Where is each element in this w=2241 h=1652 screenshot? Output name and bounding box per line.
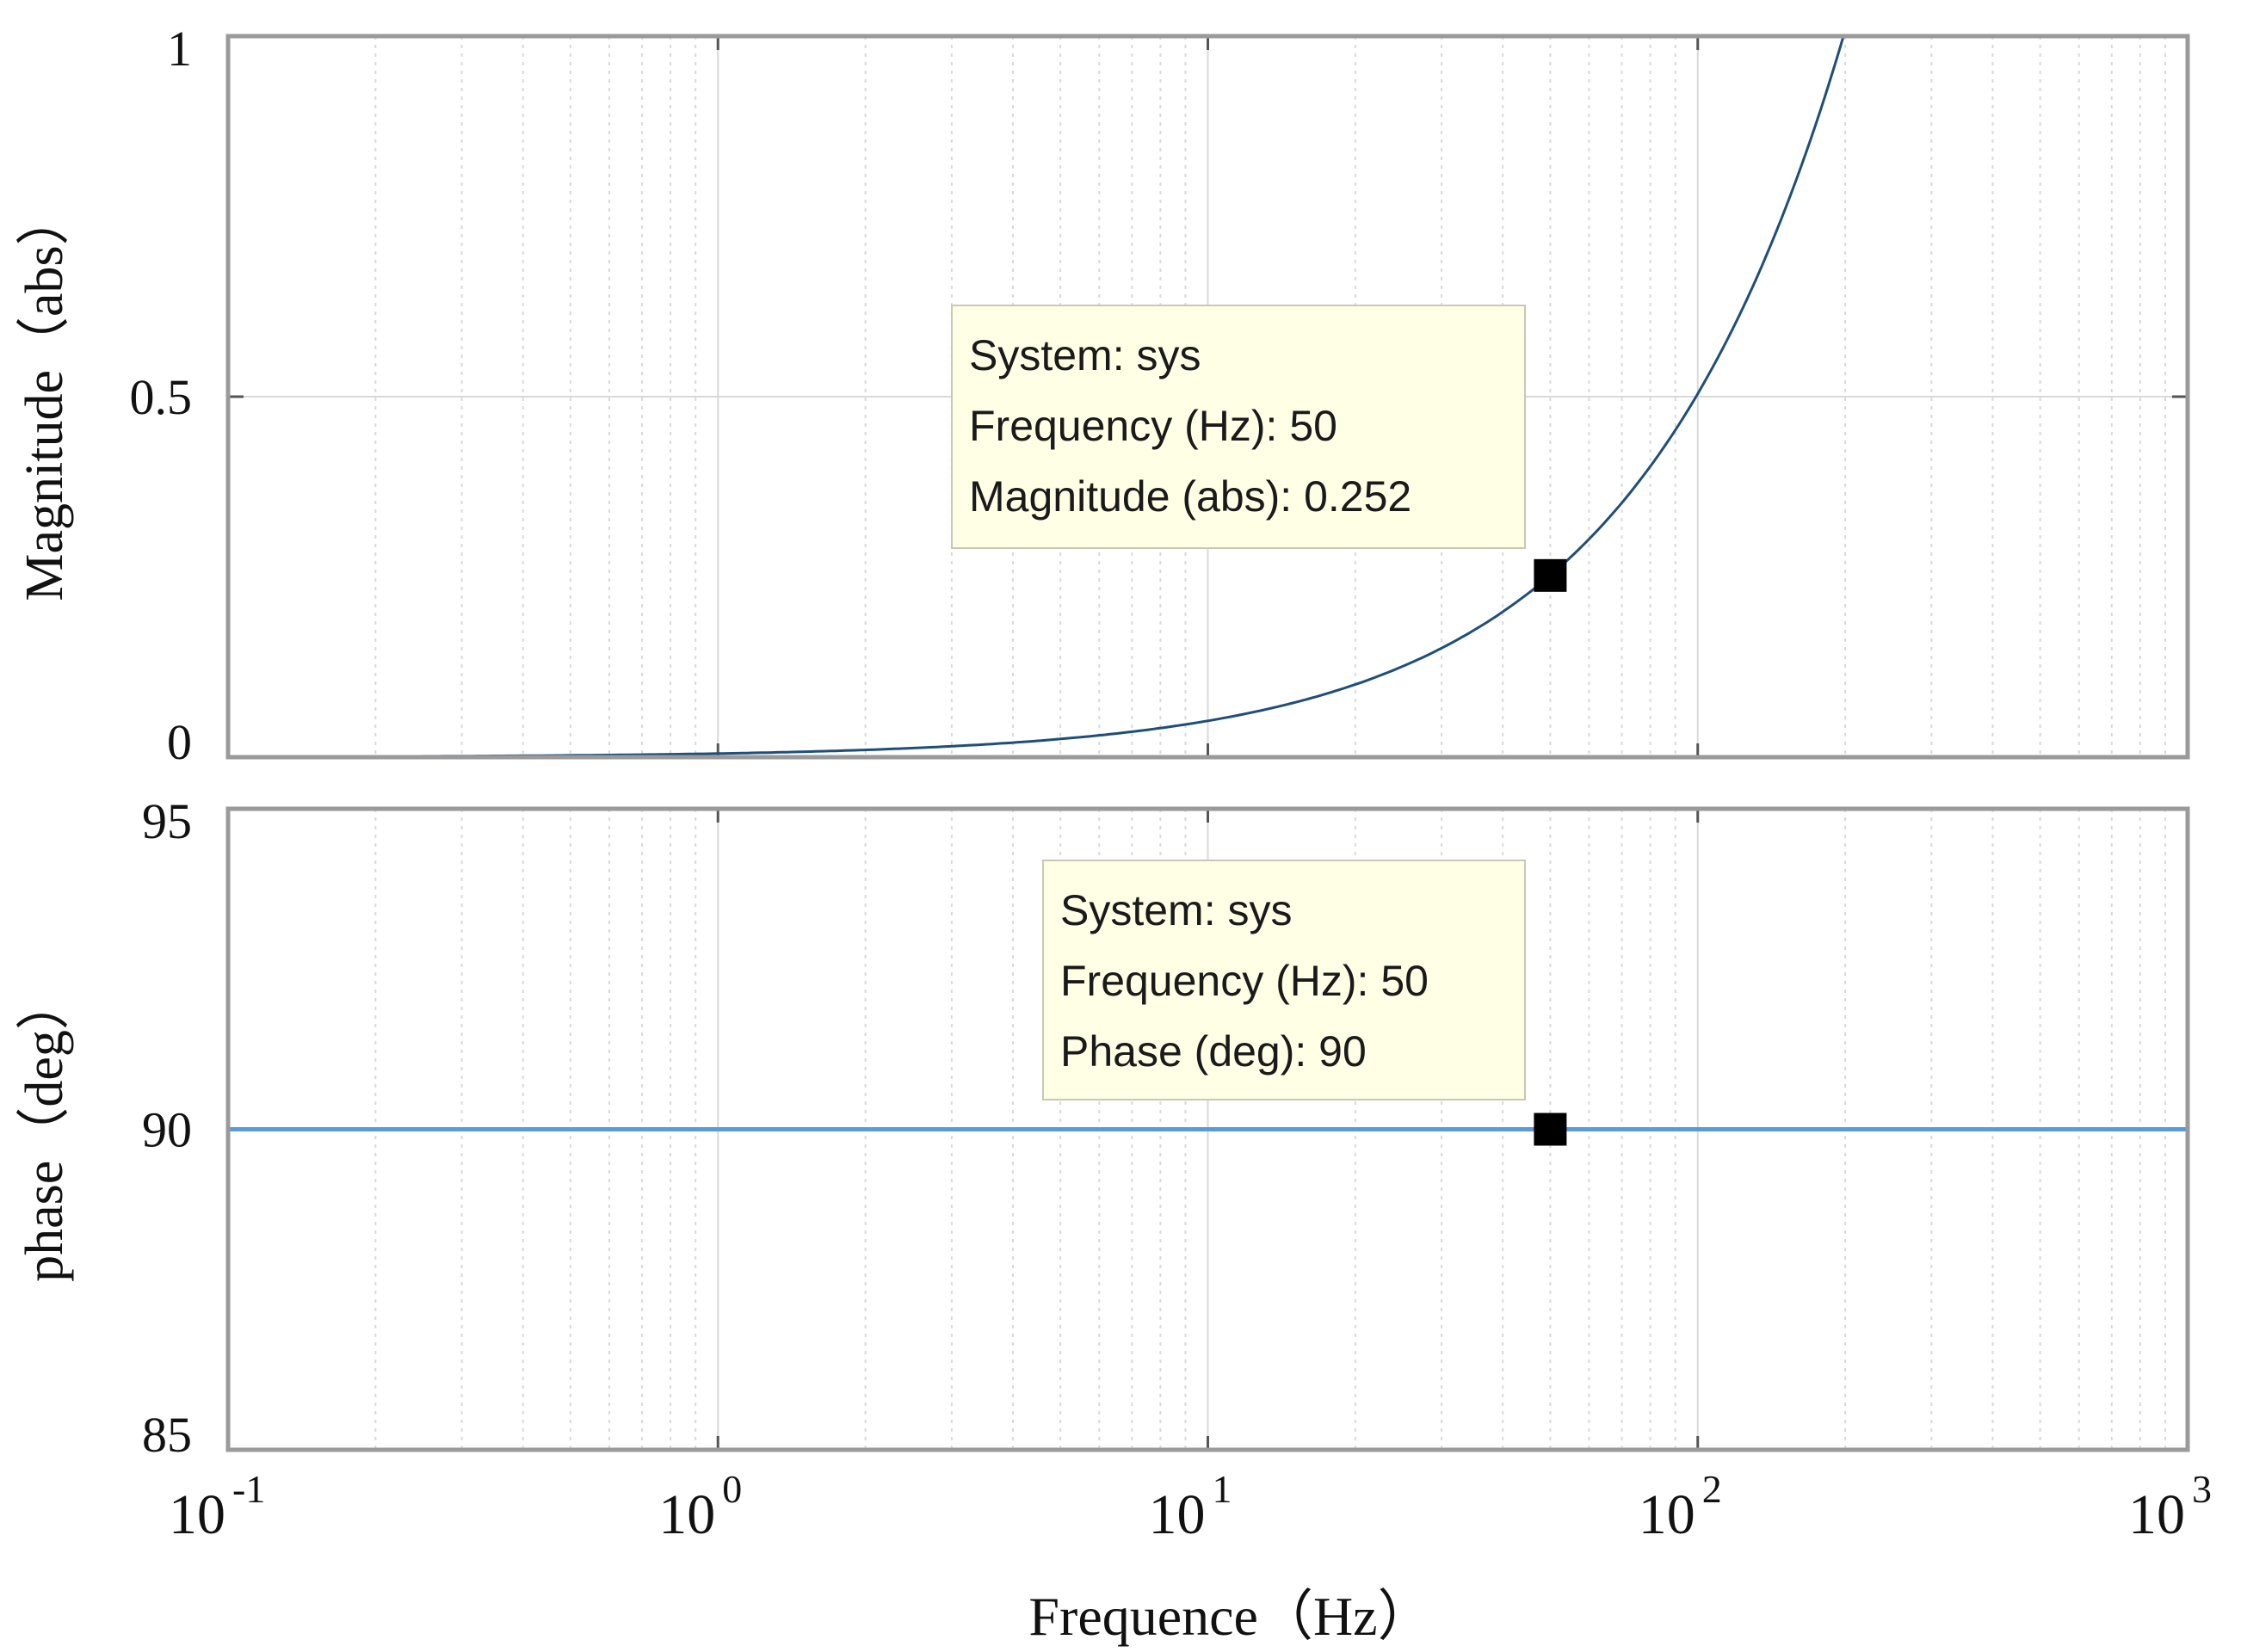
y-tick-label: 85: [142, 1407, 192, 1463]
x-axis-label: Frequence（Hz）: [1028, 1586, 1432, 1647]
x-tick-base: 10: [658, 1483, 715, 1546]
axes-frame: [225, 34, 2190, 760]
datatip-marker: [1534, 558, 1567, 592]
datatip-line: System: sys: [969, 331, 1201, 379]
datatip-marker: [1534, 1113, 1567, 1146]
magnitude-axes: 0 0.5 1 Magnitude（abs） System: sys Frequency …: [15, 21, 2190, 770]
y-tick-label: 0.5: [130, 369, 193, 425]
x-tick-label: 10 1: [1149, 1467, 1232, 1546]
datatip-line: Magnitude (abs): 0.252: [969, 472, 1411, 521]
datatip-box: [1042, 860, 1526, 1100]
x-tick-label: 10 3: [2128, 1467, 2212, 1546]
x-tick-exponent: 2: [1702, 1467, 1722, 1511]
y-tick-label: 1: [167, 21, 192, 77]
x-tick-exponent: 3: [2192, 1467, 2212, 1511]
datatip: System: sys Frequency (Hz): 50 Phase (deg)…: [1042, 860, 1567, 1146]
x-tick-base: 10: [1149, 1483, 1206, 1546]
x-tick-base: 10: [1639, 1483, 1695, 1546]
datatip: System: sys Frequency (Hz): 50 Magnitude (…: [951, 305, 1567, 592]
datatip-line: Frequency (Hz): 50: [969, 402, 1337, 450]
x-tick-label: 10 0: [658, 1467, 742, 1546]
y-tick-label: 90: [142, 1102, 192, 1158]
y-axis-label: phase（deg）: [15, 977, 74, 1282]
x-tick-label: 10 2: [1639, 1467, 1722, 1546]
datatip-line: Frequency (Hz): 50: [1060, 957, 1429, 1005]
x-tick-base: 10: [169, 1483, 225, 1546]
y-axis-label: Magnitude（abs）: [15, 192, 74, 601]
x-tick-label: 10 -1: [169, 1467, 265, 1546]
datatip-line: System: sys: [1060, 886, 1292, 934]
x-tick-exponent: -1: [232, 1467, 265, 1511]
x-tick-exponent: 0: [722, 1467, 742, 1511]
axes-frame: [225, 806, 2190, 1452]
x-tick-base: 10: [2128, 1483, 2185, 1546]
datatip-line: Phase (deg): 90: [1060, 1027, 1367, 1076]
datatip-box: [951, 305, 1526, 549]
y-tick-label: 95: [142, 793, 192, 849]
phase-axes: 85 90 95 phase（deg） System: sys Frequency (Hz…: [15, 793, 2190, 1463]
x-tick-exponent: 1: [1213, 1467, 1232, 1511]
y-tick-label: 0: [167, 714, 192, 770]
